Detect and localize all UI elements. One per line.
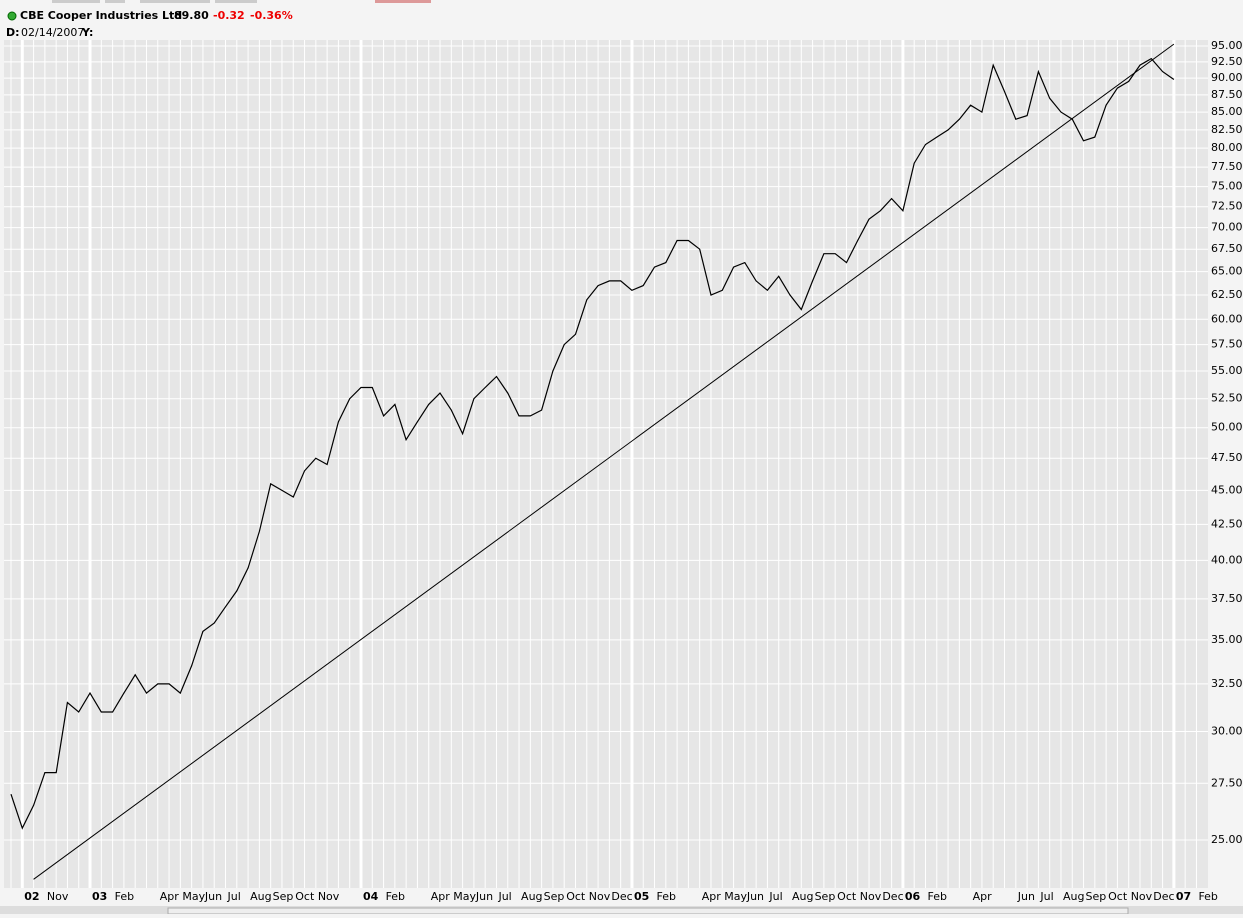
x-tick-label: Jul — [1039, 890, 1053, 903]
y-tick-label: 45.00 — [1211, 483, 1243, 496]
x-tick-label: Aug — [250, 890, 271, 903]
toolbar-button[interactable] — [52, 0, 100, 3]
y-tick-label: 92.50 — [1211, 55, 1243, 68]
x-tick-label: Aug — [1063, 890, 1084, 903]
y-tick-label: 62.50 — [1211, 288, 1243, 301]
y-tick-label: 60.00 — [1211, 312, 1243, 325]
x-tick-label: Apr — [702, 890, 722, 903]
price-line — [10, 57, 1175, 830]
y-tick-label: 40.00 — [1211, 553, 1243, 566]
y-tick-label: 30.00 — [1211, 725, 1243, 738]
x-tick-label: Oct — [566, 890, 586, 903]
y-tick-label: 55.00 — [1211, 364, 1243, 377]
x-tick-label: Nov — [318, 890, 340, 903]
x-tick-label: Sep — [1086, 890, 1107, 903]
x-tick-label: May — [453, 890, 476, 903]
y-tick-label: 90.00 — [1211, 71, 1243, 84]
date-value: 02/14/2007 — [21, 26, 84, 39]
scrollbar-thumb[interactable] — [167, 907, 1129, 915]
x-tick-label: 02 — [24, 890, 39, 903]
x-tick-label: Jun — [746, 890, 764, 903]
y-tick-label: 57.50 — [1211, 338, 1243, 351]
y-tick-label: 80.00 — [1211, 141, 1243, 154]
price-change-pct: -0.36% — [250, 9, 293, 22]
y-tick-label: 67.50 — [1211, 242, 1243, 255]
y-tick-label: 65.00 — [1211, 265, 1243, 278]
toolbar-button[interactable] — [105, 0, 125, 3]
x-tick-label: 04 — [363, 890, 379, 903]
y-tick-label: 75.00 — [1211, 180, 1243, 193]
toolbar-button[interactable] — [140, 0, 210, 3]
y-tick-label: 37.50 — [1211, 592, 1243, 605]
y-tick-label: 50.00 — [1211, 421, 1243, 434]
x-tick-label: Sep — [544, 890, 565, 903]
x-tick-label: Jul — [227, 890, 241, 903]
toolbar-button[interactable] — [215, 0, 257, 3]
trendline — [33, 43, 1175, 880]
x-tick-label: Oct — [837, 890, 857, 903]
x-tick-label: Nov — [589, 890, 611, 903]
x-tick-label: Apr — [973, 890, 993, 903]
x-tick-label: Feb — [927, 890, 946, 903]
x-tick-label: Sep — [273, 890, 294, 903]
x-tick-label: Jul — [497, 890, 511, 903]
x-tick-label: Dec — [1153, 890, 1174, 903]
x-tick-label: Feb — [1198, 890, 1217, 903]
x-tick-label: Jun — [1017, 890, 1035, 903]
x-tick-label: 07 — [1176, 890, 1191, 903]
y-tick-label: 70.00 — [1211, 221, 1243, 234]
y-tick-label: 32.50 — [1211, 677, 1243, 690]
x-tick-label: Feb — [657, 890, 676, 903]
y-tick-label: 85.00 — [1211, 105, 1243, 118]
x-tick-label: Jun — [475, 890, 493, 903]
x-tick-label: May — [724, 890, 747, 903]
y-tick-label: 82.50 — [1211, 123, 1243, 136]
y-tick-label: 47.50 — [1211, 451, 1243, 464]
y-tick-label: 77.50 — [1211, 160, 1243, 173]
y-tick-label: 87.50 — [1211, 88, 1243, 101]
x-tick-label: Sep — [815, 890, 836, 903]
y-tick-label: 25.00 — [1211, 833, 1243, 846]
date-label: D: — [6, 26, 20, 39]
y-label: Y: — [81, 26, 93, 39]
x-tick-label: Feb — [386, 890, 405, 903]
x-tick-label: Dec — [882, 890, 903, 903]
x-tick-label: Nov — [47, 890, 69, 903]
symbol-name: CBE Cooper Industries Ltd — [20, 9, 182, 22]
price-change: -0.32 — [213, 9, 245, 22]
x-tick-label: Apr — [160, 890, 180, 903]
x-tick-label: Nov — [860, 890, 882, 903]
y-tick-label: 42.50 — [1211, 517, 1243, 530]
x-tick-label: 03 — [92, 890, 107, 903]
x-tick-label: Oct — [1108, 890, 1128, 903]
y-tick-label: 52.50 — [1211, 392, 1243, 405]
y-tick-label: 27.50 — [1211, 776, 1243, 789]
y-tick-label: 35.00 — [1211, 633, 1243, 646]
x-tick-label: Apr — [431, 890, 451, 903]
x-tick-label: Jun — [204, 890, 222, 903]
y-tick-label: 95.00 — [1211, 39, 1243, 52]
x-tick-label: Oct — [295, 890, 315, 903]
x-tick-label: 05 — [634, 890, 649, 903]
x-tick-label: May — [182, 890, 205, 903]
y-tick-label: 72.50 — [1211, 200, 1243, 213]
plot-area — [4, 40, 1208, 888]
x-tick-label: 06 — [905, 890, 921, 903]
x-tick-label: Dec — [611, 890, 632, 903]
x-tick-label: Aug — [521, 890, 542, 903]
x-tick-label: Nov — [1131, 890, 1153, 903]
last-price: 89.80 — [174, 9, 209, 22]
x-tick-label: Jul — [768, 890, 782, 903]
x-tick-label: Feb — [115, 890, 134, 903]
status-icon — [7, 11, 17, 21]
toolbar-button[interactable] — [375, 0, 431, 3]
x-tick-label: Aug — [792, 890, 813, 903]
